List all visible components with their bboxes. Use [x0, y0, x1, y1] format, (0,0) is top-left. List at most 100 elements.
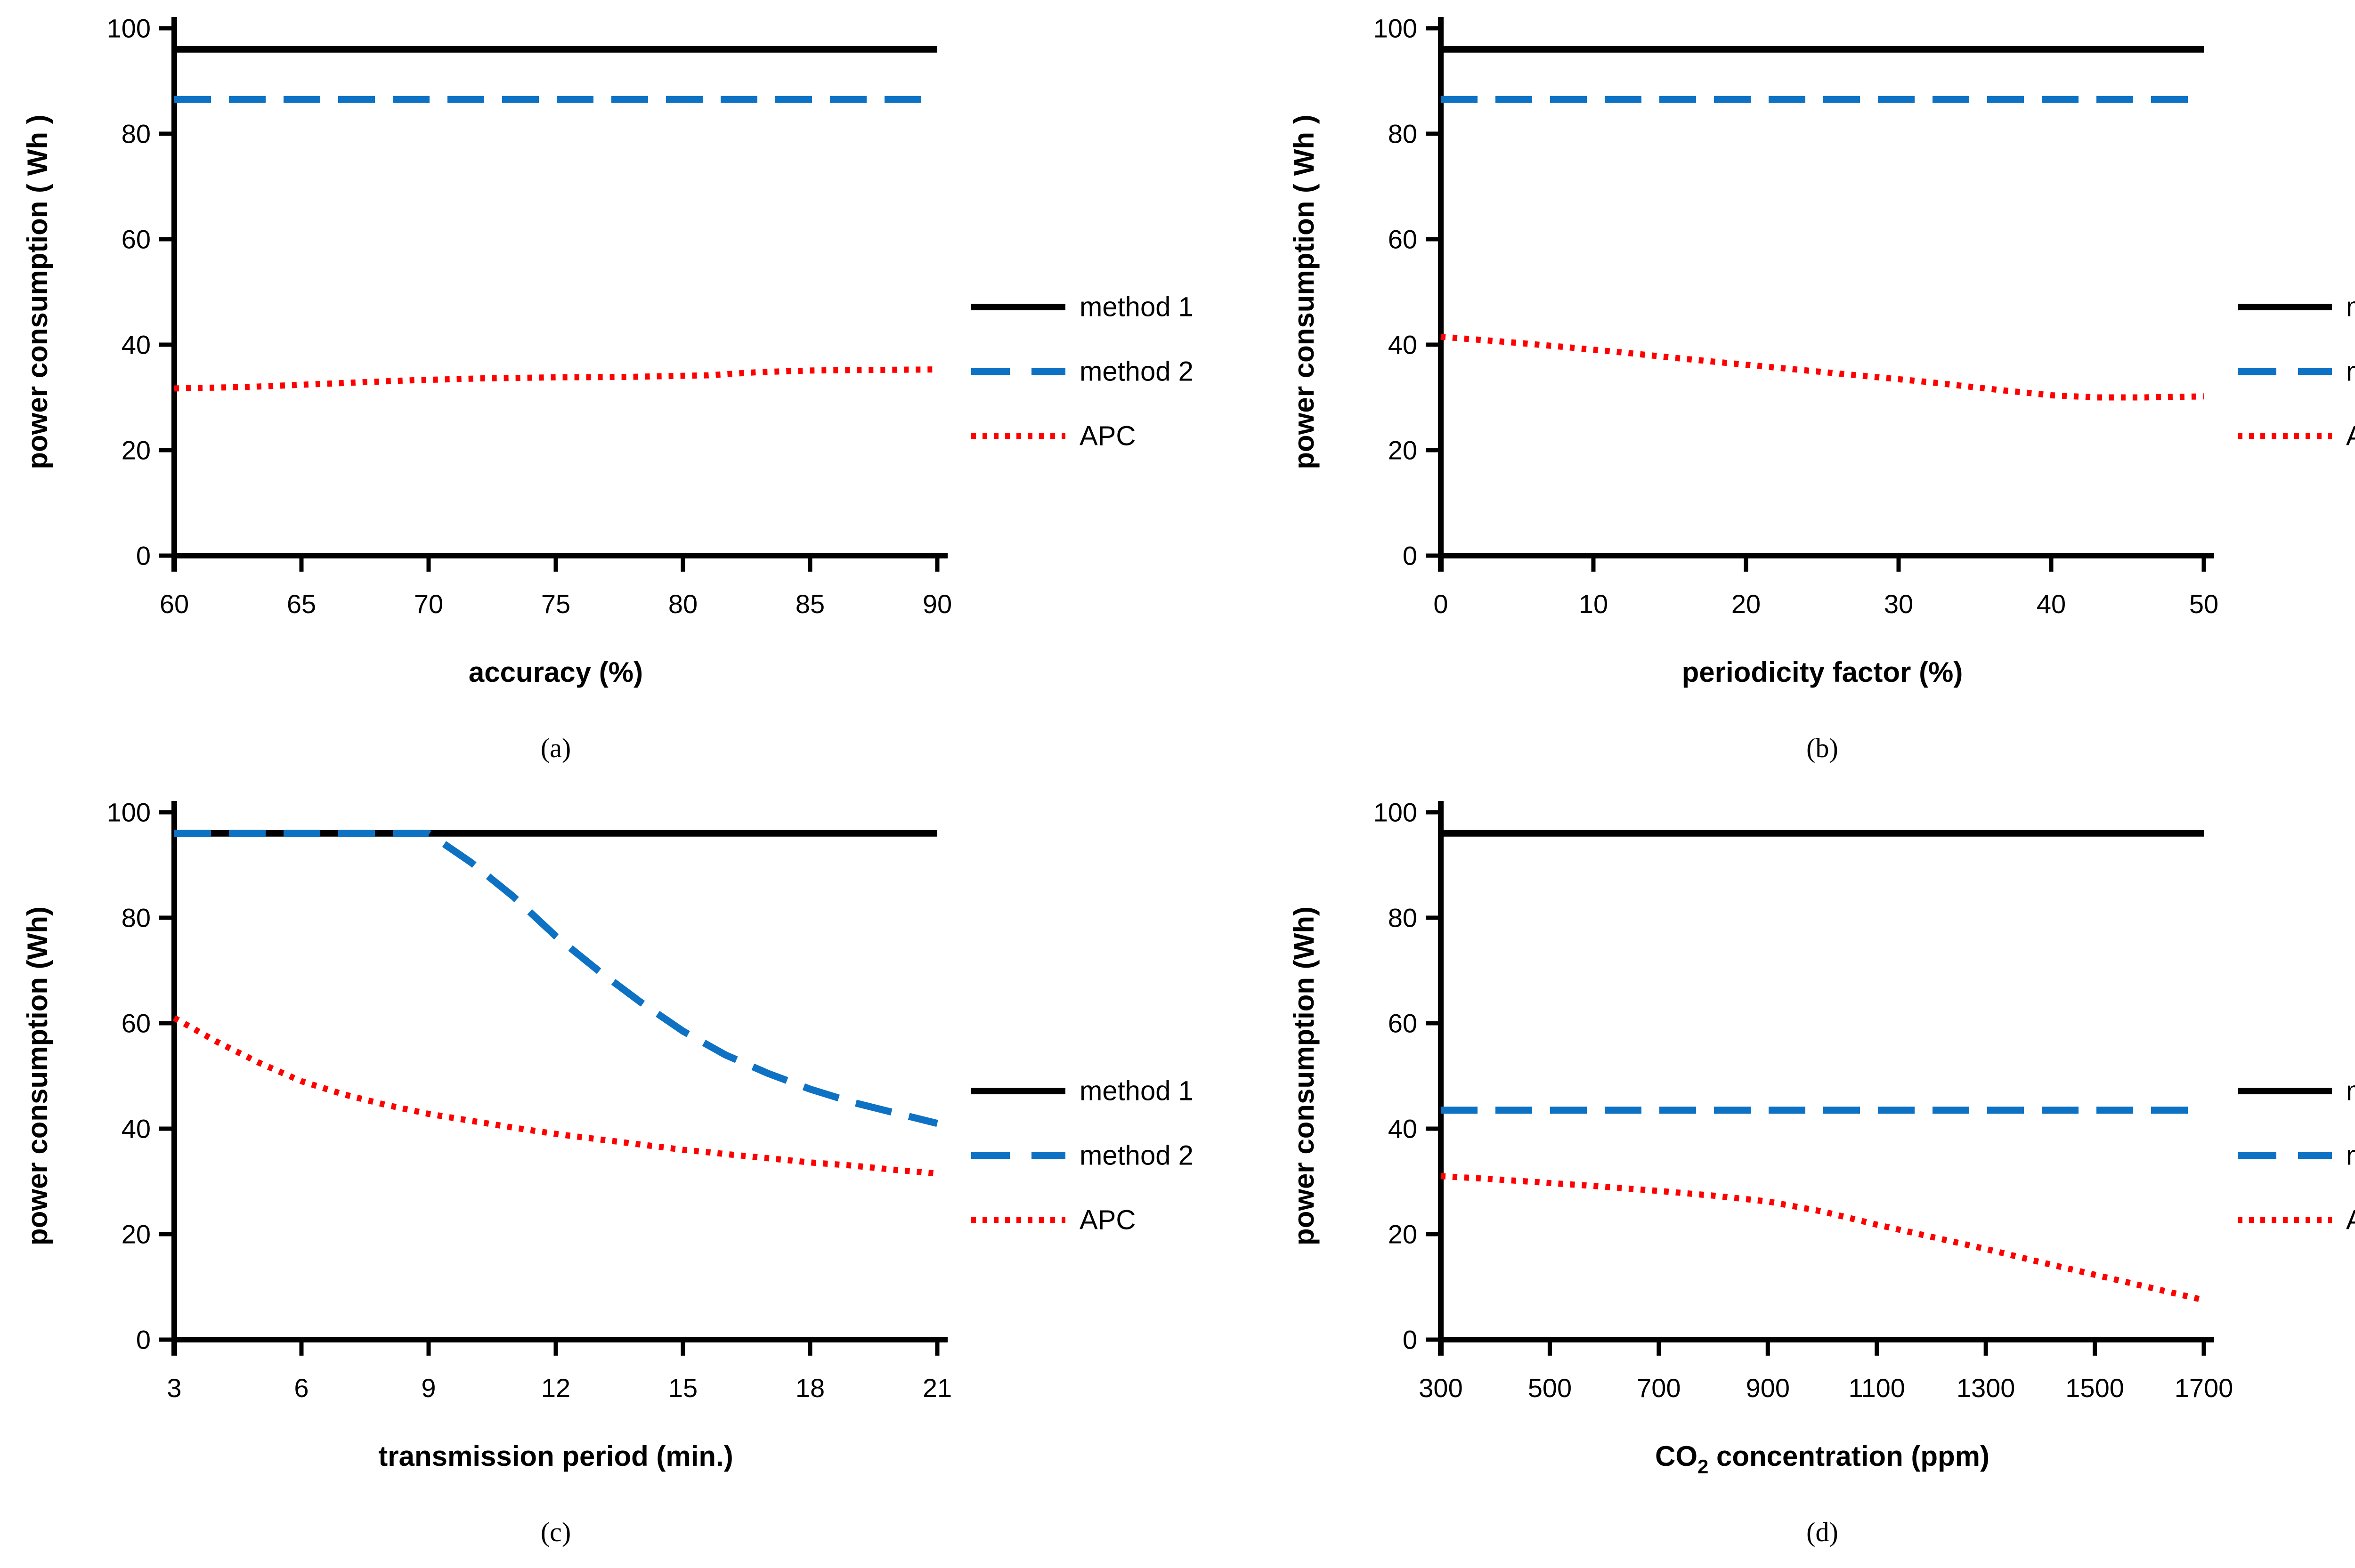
legend-item: APC — [2238, 1205, 2355, 1236]
legend-label: method 1 — [1080, 292, 1194, 323]
panel-caption: (a) — [541, 733, 571, 763]
legend-label: method 1 — [1080, 1076, 1194, 1107]
legend-item: APC — [971, 1205, 1136, 1236]
y-tick-label: 40 — [1388, 1114, 1417, 1144]
y-tick-label: 0 — [136, 1325, 151, 1355]
x-tick-label: 9 — [421, 1373, 436, 1403]
legend-label: method 2 — [2346, 1140, 2355, 1171]
series-apc-line — [174, 366, 938, 392]
x-tick-label: 900 — [1746, 1373, 1790, 1403]
legend-label: method 1 — [2346, 1076, 2355, 1107]
chart-c-canvas: 0 20 40 60 80 100 3 6 9 12 15 18 21 power consumption… — [22, 798, 1194, 1548]
y-tick-label: 20 — [122, 436, 151, 465]
y-tick-label: 80 — [122, 119, 151, 149]
legend-label: APC — [1080, 1205, 1136, 1236]
chart-b-canvas: 0 20 40 60 80 100 0 10 20 30 40 50 power consumption… — [1288, 14, 2355, 764]
legend-item: method 1 — [971, 1076, 1194, 1107]
x-tick-label: 700 — [1637, 1373, 1681, 1403]
chart-c: 0 20 40 60 80 100 3 6 9 12 15 18 21 power consumption… — [0, 784, 1267, 1568]
y-tick-label: 40 — [1388, 330, 1417, 360]
y-tick-label: 100 — [1373, 14, 1417, 43]
x-tick-label: 1100 — [1849, 1373, 1905, 1403]
chart-a-canvas: 0 20 40 60 80 100 60 65 70 75 80 85 90 power consumpt… — [22, 14, 1194, 764]
legend-label: method 2 — [1080, 356, 1194, 387]
y-axis-title: power consumption (Wh) — [22, 906, 53, 1245]
x-tick-label: 0 — [1433, 589, 1448, 619]
panel-caption: (d) — [1806, 1517, 1838, 1547]
legend-item: APC — [2238, 421, 2355, 452]
y-tick-label: 60 — [122, 225, 151, 254]
y-tick-label: 40 — [122, 330, 151, 360]
x-tick-label: 90 — [923, 589, 952, 619]
x-tick-label: 6 — [294, 1373, 309, 1403]
x-axis-title: periodicity factor (%) — [1682, 656, 1963, 688]
x-tick-label: 60 — [160, 589, 189, 619]
legend-item: APC — [971, 421, 1136, 452]
series-apc-line — [1440, 1173, 2205, 1303]
y-tick-label: 100 — [1373, 798, 1417, 827]
x-tick-label: 75 — [541, 589, 570, 619]
y-tick-label: 0 — [1403, 1325, 1417, 1355]
legend-label: method 2 — [1080, 1140, 1194, 1171]
y-tick-label: 0 — [136, 541, 151, 571]
y-axis-title: power consumption (Wh) — [1288, 906, 1320, 1245]
legend-item: method 1 — [2238, 1076, 2355, 1107]
x-tick-label: 40 — [2037, 589, 2066, 619]
legend-label: APC — [2346, 1205, 2355, 1236]
chart-a: 0 20 40 60 80 100 60 65 70 75 80 85 90 power consumpt… — [0, 0, 1267, 784]
legend-item: method 2 — [2238, 356, 2355, 387]
series-apc-line — [1440, 333, 2204, 401]
x-axis-title: transmission period (min.) — [378, 1440, 733, 1472]
x-tick-label: 1500 — [2065, 1373, 2124, 1403]
legend-label: APC — [1080, 421, 1136, 452]
x-tick-label: 12 — [541, 1373, 570, 1403]
legend-item: method 2 — [971, 1140, 1194, 1171]
x-tick-label: 3 — [167, 1373, 181, 1403]
y-tick-label: 0 — [1403, 541, 1417, 571]
x-tick-label: 300 — [1419, 1373, 1462, 1403]
y-tick-label: 60 — [1388, 225, 1417, 254]
legend-item: method 1 — [971, 292, 1194, 323]
y-tick-label: 20 — [122, 1220, 151, 1249]
x-axis-title: accuracy (%) — [469, 656, 643, 688]
y-axis-title: power consumption ( Wh ) — [1288, 114, 1320, 469]
legend-label: method 1 — [2346, 292, 2355, 323]
series-apc-line — [172, 1015, 938, 1177]
x-tick-label: 80 — [668, 589, 698, 619]
y-tick-label: 20 — [1388, 1220, 1417, 1249]
legend-label: APC — [2346, 421, 2355, 452]
x-tick-label: 500 — [1528, 1373, 1572, 1403]
x-tick-label: 15 — [668, 1373, 698, 1403]
panel-caption: (b) — [1806, 733, 1838, 763]
x-tick-label: 1300 — [1957, 1373, 2015, 1403]
y-tick-label: 20 — [1388, 436, 1417, 465]
panel-caption: (c) — [541, 1517, 571, 1547]
y-tick-label: 100 — [107, 798, 151, 827]
x-tick-label: 85 — [796, 589, 825, 619]
x-tick-label: 50 — [2189, 589, 2218, 619]
series-method-2-line — [174, 830, 938, 1127]
legend-label: method 2 — [2346, 356, 2355, 387]
y-tick-label: 100 — [107, 14, 151, 43]
legend-item: method 2 — [971, 356, 1194, 387]
y-axis-title: power consumption ( Wh ) — [22, 114, 53, 469]
y-tick-label: 80 — [1388, 119, 1417, 149]
x-tick-label: 1700 — [2175, 1373, 2233, 1403]
x-tick-label: 20 — [1731, 589, 1761, 619]
x-axis-title: CO2 concentration (ppm) — [1655, 1440, 1990, 1478]
x-tick-label: 21 — [923, 1373, 952, 1403]
chart-b: 0 20 40 60 80 100 0 10 20 30 40 50 power consumption… — [1267, 0, 2355, 784]
x-tick-label: 65 — [287, 589, 316, 619]
y-tick-label: 60 — [1388, 1009, 1417, 1038]
x-tick-label: 10 — [1579, 589, 1608, 619]
x-tick-label: 30 — [1884, 589, 1913, 619]
x-tick-label: 70 — [414, 589, 443, 619]
chart-d-canvas: 0 20 40 60 80 100 300 500 700 900 1100 1300 1500 1700… — [1288, 798, 2355, 1548]
y-tick-label: 40 — [122, 1114, 151, 1144]
y-tick-label: 80 — [122, 903, 151, 933]
x-tick-label: 18 — [796, 1373, 825, 1403]
y-tick-label: 60 — [122, 1009, 151, 1038]
y-tick-label: 80 — [1388, 903, 1417, 933]
chart-d: 0 20 40 60 80 100 300 500 700 900 1100 1300 1500 1700… — [1267, 784, 2355, 1568]
